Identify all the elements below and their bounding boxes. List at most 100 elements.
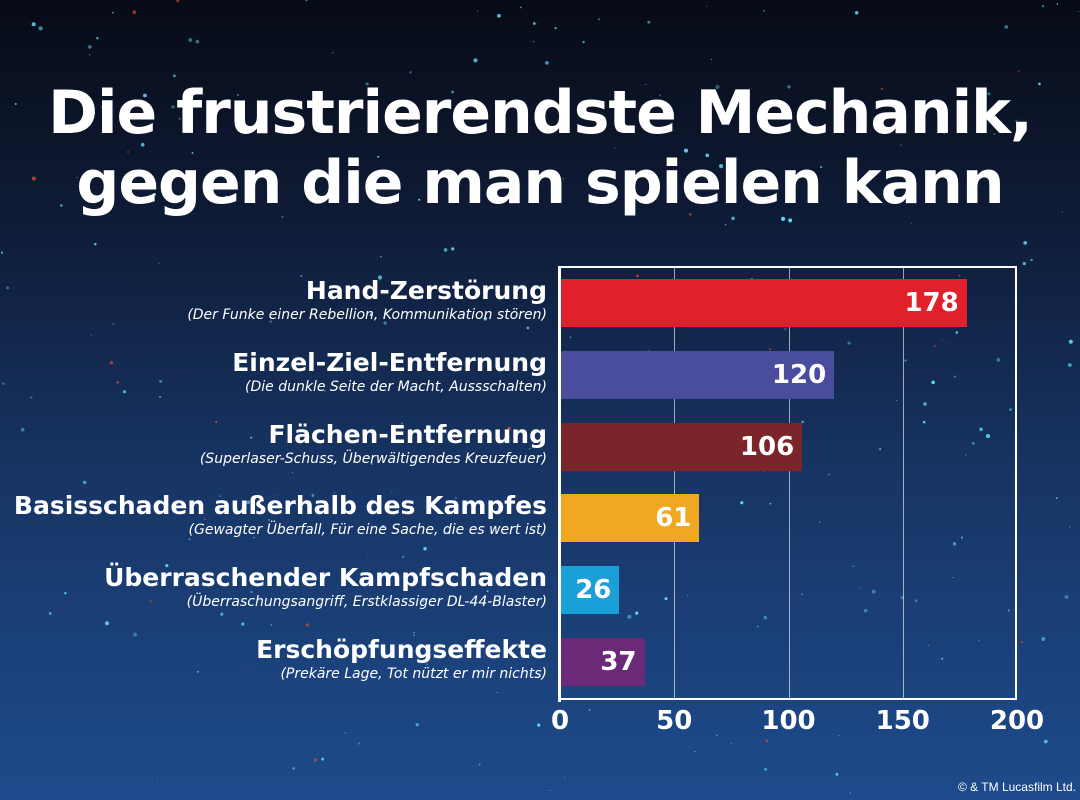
star bbox=[715, 84, 720, 90]
star bbox=[1007, 609, 1010, 612]
star bbox=[311, 494, 315, 497]
star bbox=[948, 343, 950, 345]
star bbox=[171, 105, 175, 109]
star bbox=[149, 130, 152, 132]
star bbox=[854, 10, 859, 15]
star bbox=[787, 85, 791, 89]
star bbox=[780, 216, 786, 221]
x-tick-label: 50 bbox=[656, 706, 693, 736]
star bbox=[281, 216, 284, 218]
star bbox=[847, 341, 851, 345]
star bbox=[188, 538, 191, 541]
bar: 120 bbox=[561, 351, 835, 399]
star bbox=[931, 380, 935, 385]
star bbox=[135, 580, 140, 585]
star bbox=[762, 9, 765, 12]
star bbox=[292, 767, 295, 770]
star bbox=[246, 500, 251, 505]
star bbox=[6, 286, 9, 290]
star bbox=[941, 339, 943, 341]
star bbox=[332, 192, 335, 196]
star bbox=[497, 13, 501, 18]
x-tick-label: 150 bbox=[875, 706, 930, 736]
star bbox=[900, 144, 902, 146]
plot-area bbox=[560, 266, 1017, 700]
category-examples: (Prekäre Lage, Tot nützt er mir nichts) bbox=[280, 666, 547, 682]
star bbox=[94, 243, 97, 246]
star bbox=[987, 92, 991, 96]
star bbox=[64, 592, 67, 595]
star bbox=[276, 494, 278, 497]
category-label: Erschöpfungseffekte (Prekäre Lage, Tot nü… bbox=[256, 635, 547, 683]
star bbox=[1030, 258, 1033, 262]
star bbox=[835, 772, 839, 776]
star bbox=[1043, 739, 1048, 744]
star bbox=[731, 216, 735, 221]
star bbox=[237, 93, 239, 96]
star bbox=[132, 10, 137, 14]
star bbox=[923, 402, 927, 406]
bar: 106 bbox=[561, 423, 803, 471]
star bbox=[358, 742, 361, 745]
star bbox=[960, 536, 964, 539]
star bbox=[953, 375, 956, 378]
star bbox=[30, 396, 33, 399]
star bbox=[718, 164, 724, 169]
category-name: Flächen-Entfernung bbox=[268, 420, 547, 449]
star bbox=[219, 495, 221, 497]
star bbox=[195, 39, 200, 44]
star bbox=[381, 525, 385, 528]
star bbox=[478, 763, 481, 766]
star bbox=[377, 155, 380, 158]
star bbox=[451, 247, 455, 251]
star bbox=[383, 183, 386, 186]
gridline bbox=[788, 268, 790, 698]
star bbox=[537, 723, 541, 727]
star bbox=[525, 366, 527, 368]
star bbox=[76, 176, 78, 179]
star bbox=[292, 472, 294, 474]
star bbox=[365, 82, 369, 86]
star bbox=[250, 590, 253, 593]
star bbox=[253, 536, 255, 539]
star bbox=[943, 133, 945, 135]
bar-value-label: 37 bbox=[600, 647, 637, 677]
star bbox=[1023, 240, 1028, 245]
star bbox=[496, 691, 498, 694]
star bbox=[413, 631, 415, 634]
star bbox=[127, 150, 130, 153]
star bbox=[540, 505, 543, 507]
star bbox=[305, 623, 309, 627]
star bbox=[112, 323, 115, 325]
star bbox=[116, 381, 119, 384]
star bbox=[838, 734, 840, 737]
star bbox=[426, 663, 428, 665]
category-name: Basisschaden außerhalb des Kampfes bbox=[13, 491, 547, 520]
bar-value-label: 106 bbox=[739, 432, 795, 462]
star bbox=[257, 576, 261, 580]
star bbox=[664, 597, 668, 601]
star bbox=[645, 83, 647, 86]
category-label: Hand-Zerstörung (Der Funke einer Rebellio… bbox=[187, 276, 547, 324]
bar-value-label: 61 bbox=[655, 503, 692, 533]
star bbox=[914, 599, 918, 603]
star bbox=[528, 447, 531, 450]
star bbox=[250, 436, 253, 439]
star bbox=[978, 640, 980, 642]
star bbox=[300, 275, 303, 277]
star bbox=[188, 38, 193, 43]
star bbox=[1061, 211, 1063, 213]
star bbox=[268, 519, 270, 521]
star bbox=[979, 427, 983, 432]
star bbox=[506, 291, 510, 294]
category-examples: (Superlaser-Schuss, Überwältigendes Kreu… bbox=[199, 451, 547, 467]
star bbox=[112, 11, 114, 14]
star bbox=[788, 218, 793, 223]
star bbox=[996, 358, 1001, 362]
star bbox=[763, 615, 767, 620]
star bbox=[927, 644, 930, 646]
gridline bbox=[674, 268, 676, 698]
star bbox=[418, 198, 421, 201]
star bbox=[172, 74, 176, 78]
star bbox=[569, 336, 572, 338]
